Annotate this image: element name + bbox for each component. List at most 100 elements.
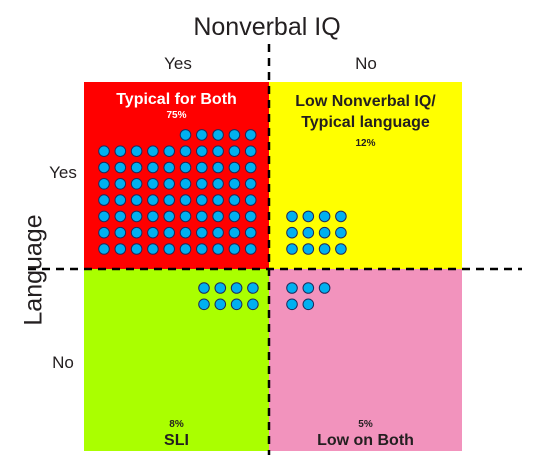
dot-typical-for-both	[228, 161, 241, 174]
dot-typical-for-both	[212, 226, 224, 239]
dot-low-nonverbal-iq	[335, 226, 347, 239]
dot-low-nonverbal-iq	[302, 226, 315, 239]
dot-low-nonverbal-iq	[302, 210, 315, 223]
dot-low-on-both	[302, 298, 315, 311]
dot-typical-for-both	[244, 145, 257, 157]
dot-typical-for-both	[179, 178, 192, 190]
dot-typical-for-both	[179, 226, 192, 239]
dot-typical-for-both	[114, 243, 127, 255]
dot-typical-for-both	[163, 178, 175, 190]
dot-sli	[198, 298, 210, 311]
dot-typical-for-both	[212, 243, 224, 255]
dot-typical-for-both	[130, 178, 143, 190]
dot-low-nonverbal-iq	[318, 243, 331, 255]
axis-title-language: Language	[19, 214, 48, 326]
dot-typical-for-both	[130, 194, 143, 206]
dot-typical-for-both	[244, 194, 257, 206]
dot-typical-for-both	[212, 145, 224, 157]
low-nonverbal-iq-percent: 12%	[355, 138, 376, 149]
dot-typical-for-both	[179, 145, 192, 157]
dot-typical-for-both	[228, 178, 241, 190]
dot-low-nonverbal-iq	[318, 226, 331, 239]
dot-typical-for-both	[244, 226, 257, 239]
dot-low-nonverbal-iq	[286, 210, 298, 223]
dot-sli	[214, 282, 227, 294]
dot-low-nonverbal-iq	[335, 210, 347, 223]
dot-typical-for-both	[228, 210, 241, 223]
axis-title-nonverbal-iq: Nonverbal IQ	[193, 13, 341, 41]
dot-typical-for-both	[196, 145, 208, 157]
dot-typical-for-both	[147, 210, 159, 223]
low-on-both-percent: 5%	[358, 419, 373, 430]
dot-typical-for-both	[196, 194, 208, 206]
low-nonverbal-iq-title: Low Nonverbal IQ/ Typical language	[295, 93, 436, 131]
dot-typical-for-both	[196, 226, 208, 239]
dot-typical-for-both	[163, 194, 175, 206]
dot-low-nonverbal-iq	[302, 243, 315, 255]
dot-typical-for-both	[244, 178, 257, 190]
dot-typical-for-both	[147, 226, 159, 239]
dot-sli	[230, 282, 243, 294]
dot-typical-for-both	[163, 226, 175, 239]
dot-typical-for-both	[163, 243, 175, 255]
dot-typical-for-both	[179, 243, 192, 255]
dot-typical-for-both	[98, 161, 110, 174]
dot-typical-for-both	[147, 194, 159, 206]
dot-typical-for-both	[212, 178, 224, 190]
dot-sli	[230, 298, 243, 311]
dot-typical-for-both	[114, 194, 127, 206]
dot-low-on-both	[286, 282, 298, 294]
dot-typical-for-both	[147, 145, 159, 157]
quadrant-low-nonverbal-iq	[269, 82, 462, 269]
dot-typical-for-both	[98, 178, 110, 190]
column-label-yes: Yes	[164, 54, 192, 73]
dot-typical-for-both	[98, 210, 110, 223]
dot-typical-for-both	[114, 161, 127, 174]
dot-typical-for-both	[130, 210, 143, 223]
dot-typical-for-both	[114, 145, 127, 157]
dot-sli	[198, 282, 210, 294]
dot-typical-for-both	[196, 129, 208, 141]
dot-typical-for-both	[212, 194, 224, 206]
dot-typical-for-both	[163, 161, 175, 174]
dot-typical-for-both	[114, 178, 127, 190]
dot-low-nonverbal-iq	[286, 226, 298, 239]
dot-typical-for-both	[228, 243, 241, 255]
dot-typical-for-both	[163, 145, 175, 157]
dot-typical-for-both	[212, 210, 224, 223]
dot-typical-for-both	[212, 129, 224, 141]
row-label-no: No	[52, 353, 74, 372]
typical-for-both-title: Typical for Both	[116, 91, 237, 108]
quadrant-typical-for-both	[84, 82, 269, 269]
dot-typical-for-both	[196, 210, 208, 223]
dot-typical-for-both	[98, 243, 110, 255]
dot-low-nonverbal-iq	[335, 243, 347, 255]
dot-typical-for-both	[244, 243, 257, 255]
column-label-no: No	[355, 54, 377, 73]
quadrant-low-on-both	[269, 269, 462, 451]
dot-sli	[247, 282, 259, 294]
row-label-yes: Yes	[49, 163, 77, 182]
dot-typical-for-both	[114, 210, 127, 223]
dot-typical-for-both	[130, 145, 143, 157]
dot-typical-for-both	[98, 194, 110, 206]
dot-low-on-both	[302, 282, 315, 294]
dot-typical-for-both	[244, 210, 257, 223]
dot-typical-for-both	[179, 129, 192, 141]
dot-typical-for-both	[212, 161, 224, 174]
dot-typical-for-both	[228, 194, 241, 206]
sli-title: SLI	[164, 432, 189, 449]
dot-low-on-both	[318, 282, 331, 294]
dot-typical-for-both	[147, 161, 159, 174]
typical-for-both-percent: 75%	[166, 110, 187, 121]
dot-sli	[214, 298, 227, 311]
dot-typical-for-both	[179, 161, 192, 174]
dot-typical-for-both	[179, 210, 192, 223]
dot-typical-for-both	[228, 226, 241, 239]
dot-low-on-both	[286, 298, 298, 311]
dot-typical-for-both	[244, 129, 257, 141]
dot-low-nonverbal-iq	[318, 210, 331, 223]
dot-typical-for-both	[228, 129, 241, 141]
dot-typical-for-both	[147, 178, 159, 190]
